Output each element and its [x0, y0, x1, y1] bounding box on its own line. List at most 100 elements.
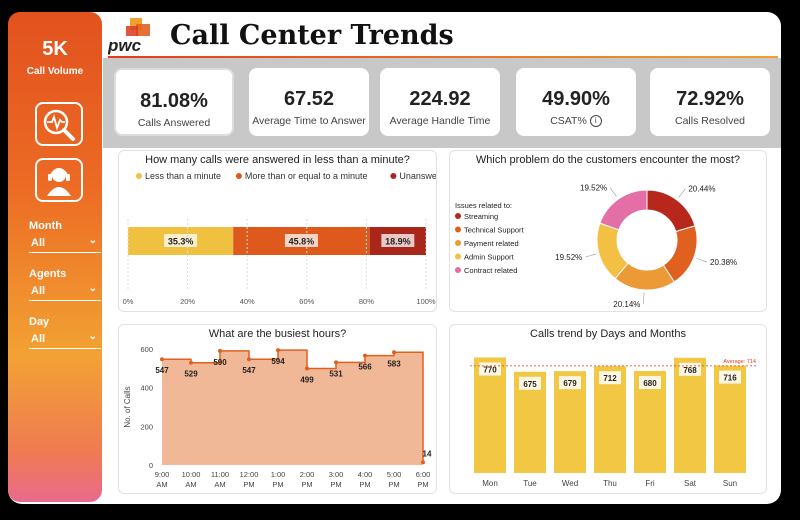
data-point: [363, 353, 367, 358]
x-tick-label: PM: [243, 480, 254, 489]
data-label: 529: [184, 370, 198, 379]
info-icon[interactable]: i: [589, 115, 602, 127]
kpi-card-avg-handle-time[interactable]: 224.92 Average Handle Time: [380, 68, 500, 136]
donut-slice: [646, 189, 696, 233]
x-tick-label: 1:00: [271, 470, 286, 479]
area-fill: [162, 350, 423, 465]
legend-marker: [455, 213, 461, 219]
data-point: [334, 360, 338, 365]
day-filter-select[interactable]: All ⌄: [29, 331, 101, 349]
leader-line: [678, 188, 686, 198]
x-tick-label: PM: [330, 480, 341, 489]
data-label: 594: [271, 357, 285, 366]
data-label: 590: [213, 358, 227, 367]
x-tick-label: AM: [214, 480, 225, 489]
legend-label: More than or equal to a minute: [245, 171, 368, 181]
chart-title: Calls trend by Days and Months: [530, 328, 686, 340]
x-tick-label: Mon: [482, 479, 498, 488]
kpi-label-text: CSAT%: [550, 115, 587, 127]
kpi-label: Average Handle Time: [389, 115, 491, 127]
chart-title: What are the busiest hours?: [208, 328, 347, 340]
chart-title: How many calls were answered in less tha…: [145, 154, 410, 166]
legend-label: Streaming: [464, 212, 498, 221]
data-point: [305, 366, 309, 371]
data-label-bg: [519, 376, 541, 390]
x-tick-label: 100%: [416, 297, 436, 306]
legend-marker: [455, 253, 461, 260]
x-tick-label: 40%: [240, 297, 255, 306]
leader-line: [585, 253, 596, 258]
data-label-bg: [381, 234, 415, 247]
x-tick-label: Tue: [523, 479, 537, 488]
leader-line: [609, 187, 617, 197]
month-filter-select[interactable]: All ⌄: [29, 235, 101, 253]
legend-label: Payment related: [464, 239, 519, 248]
data-label: 675: [523, 380, 537, 389]
data-label: 768: [683, 366, 697, 375]
data-label: 499: [300, 376, 314, 385]
analytics-search-icon[interactable]: [35, 102, 83, 146]
kpi-label: CSAT% i: [516, 115, 636, 127]
calls-trend-chart: 770 Mon 675 Tue 679 Wed 712 Thu 680 Fri 768 Sat 716 S…: [470, 357, 756, 488]
kpi-label: Average Time to Answer: [252, 115, 366, 127]
y-tick-label: 400: [140, 384, 153, 393]
x-tick-label: 11:00: [211, 470, 229, 479]
x-tick-label: 12:00: [240, 470, 259, 479]
data-label: 680: [643, 379, 657, 388]
kpi-value: 81.08%: [140, 90, 208, 112]
kpi-value: 49.90%: [542, 88, 610, 110]
data-label: 35.3%: [168, 237, 194, 247]
kpi-card-calls-resolved[interactable]: 72.92% Calls Resolved: [650, 68, 770, 136]
data-label: 566: [358, 363, 372, 372]
legend-label: Unanswered: [399, 171, 436, 181]
chevron-down-icon: ⌄: [88, 235, 97, 246]
kpi-card-csat[interactable]: 49.90% CSAT% i: [516, 68, 636, 136]
leader-line: [643, 292, 645, 304]
area-line: [162, 349, 424, 463]
legend-title: Issues related to:: [455, 201, 512, 210]
day-filter-label: Day: [29, 316, 50, 328]
logo-text: pwc: [108, 36, 142, 55]
data-label-bg: [599, 371, 621, 385]
kpi-card-calls-answered[interactable]: 81.08% Calls Answered: [114, 68, 234, 136]
calls-trend-panel: Calls trend by Days and Months 770 Mon 675…: [449, 324, 767, 494]
data-label: 679: [563, 379, 577, 388]
data-label: 19.52%: [580, 184, 607, 193]
legend-marker: [455, 267, 461, 273]
data-point: [160, 357, 164, 362]
leader-line: [696, 258, 708, 263]
chart-title: Which problem do the customers encounter…: [475, 154, 741, 166]
legend-marker: [455, 240, 461, 246]
answer-time-chart: Less than a minute More than or equal to …: [123, 171, 436, 306]
y-axis-label: No. of Calls: [123, 386, 132, 427]
legend-label: Technical Support: [464, 226, 525, 235]
x-tick-label: 0%: [123, 297, 134, 306]
data-label: 19.52%: [555, 253, 582, 262]
headset-agent-icon[interactable]: [35, 158, 83, 202]
data-point: [189, 360, 193, 365]
chevron-down-icon: ⌄: [88, 283, 97, 294]
data-label: 531: [329, 369, 343, 378]
data-label: 20.44%: [688, 185, 715, 194]
x-tick-label: 80%: [359, 297, 374, 306]
kpi-card-avg-time-to-answer[interactable]: 67.52 Average Time to Answer: [249, 68, 369, 136]
x-tick-label: 9:00: [155, 470, 170, 479]
bar: [674, 357, 706, 473]
agents-filter-select[interactable]: All ⌄: [29, 283, 101, 301]
x-tick-label: Sat: [684, 479, 697, 488]
y-tick-label: 0: [149, 461, 153, 470]
data-point: [247, 357, 251, 362]
data-label: 20.14%: [613, 300, 640, 309]
title-underline: [108, 56, 778, 58]
data-point: [421, 460, 425, 465]
x-tick-label: PM: [417, 480, 428, 489]
legend-label: Admin Support: [464, 253, 515, 262]
sidebar: 5K Call Volume Month All ⌄ Agents All ⌄ …: [8, 12, 102, 502]
legend-marker: [390, 173, 397, 179]
legend-label: Less than a minute: [145, 171, 221, 181]
problem-types-panel: Which problem do the customers encounter…: [449, 150, 767, 312]
busiest-hours-panel: What are the busiest hours? 0 200 400 600 No…: [118, 324, 437, 494]
pwc-logo: pwc: [107, 18, 158, 58]
data-label-bg: [719, 370, 741, 384]
data-label: 712: [603, 374, 617, 383]
